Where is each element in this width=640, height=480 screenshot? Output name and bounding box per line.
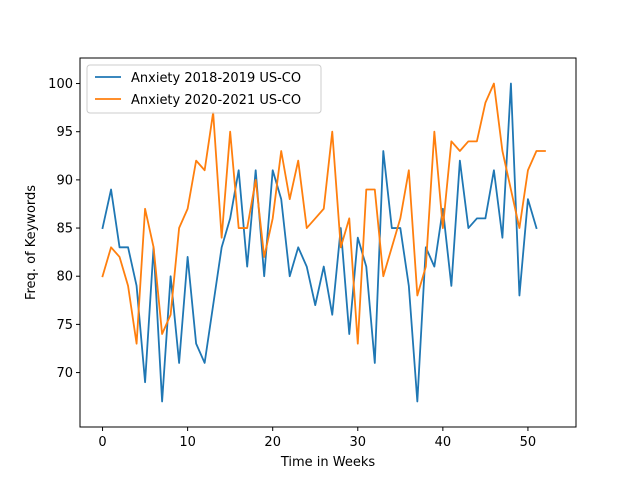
y-tick-label: 80 [56, 270, 73, 285]
legend-entry-2: Anxiety 2020-2021 US-CO [131, 93, 301, 108]
y-tick-label: 95 [56, 125, 73, 140]
y-axis-title: Freq. of Keywords [24, 185, 39, 300]
x-tick-label: 40 [435, 435, 452, 450]
x-axis-title: Time in Weeks [280, 455, 376, 470]
y-tick-label: 75 [56, 318, 73, 333]
y-tick-label: 70 [56, 366, 73, 381]
plot-frame [79, 57, 577, 428]
y-axis-ticks: 70 75 80 85 90 95 100 [48, 77, 80, 381]
series-line-2 [101, 82, 546, 345]
x-tick-label: 30 [350, 435, 367, 450]
x-axis-ticks: 0 10 20 30 40 50 [98, 427, 536, 450]
series-layer [101, 82, 546, 403]
series-line-1 [101, 82, 538, 403]
legend: Anxiety 2018-2019 US-CO Anxiety 2020-2021… [86, 64, 322, 114]
y-tick-label: 85 [56, 222, 73, 237]
y-tick-label: 100 [48, 77, 73, 92]
legend-entry-1: Anxiety 2018-2019 US-CO [131, 71, 301, 86]
plot-area [80, 58, 576, 427]
x-tick-label: 20 [264, 435, 281, 450]
x-tick-label: 50 [520, 435, 537, 450]
x-tick-label: 0 [98, 435, 106, 450]
y-tick-label: 90 [56, 173, 73, 188]
x-tick-label: 10 [179, 435, 196, 450]
legend-box [86, 64, 322, 114]
